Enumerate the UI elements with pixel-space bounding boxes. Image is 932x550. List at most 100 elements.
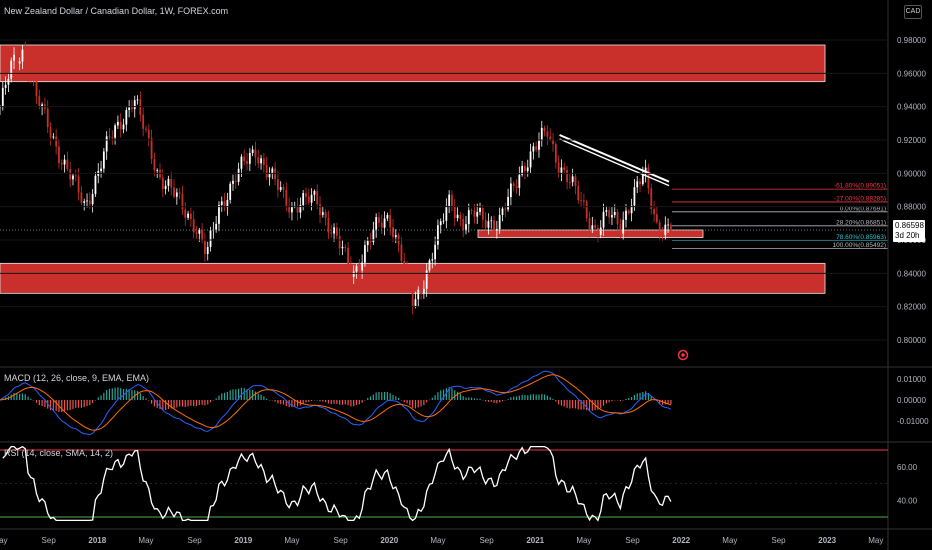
candle-body	[299, 205, 302, 213]
macd-histogram-bar	[434, 395, 436, 400]
candle-body	[361, 262, 364, 271]
candle-body	[473, 210, 476, 217]
macd-histogram-bar	[291, 400, 293, 408]
x-tick-label: Sep	[625, 536, 640, 545]
macd-histogram-bar	[532, 394, 534, 400]
candle-body	[417, 289, 420, 300]
macd-histogram-bar	[35, 400, 38, 403]
rsi-tick-label: 60.00	[897, 463, 918, 472]
x-tick-label: May	[0, 536, 8, 545]
candle-body	[94, 175, 97, 194]
macd-histogram-bar	[100, 395, 102, 400]
macd-histogram-bar	[574, 400, 577, 409]
x-tick-label: May	[576, 536, 591, 545]
macd-histogram-bar	[499, 400, 501, 403]
macd-histogram-bar	[33, 400, 35, 401]
macd-histogram-bar	[330, 400, 332, 405]
candle-body	[372, 229, 375, 242]
macd-histogram-bar	[232, 389, 234, 400]
macd-histogram-bar	[631, 397, 633, 400]
candle-body	[46, 108, 49, 128]
candle-body	[18, 61, 21, 64]
candle-body	[431, 259, 434, 261]
macd-histogram-bar	[19, 393, 21, 400]
macd-histogram-bar	[97, 397, 99, 400]
macd-histogram-bar	[218, 395, 220, 400]
candle-body	[338, 235, 341, 249]
candle-body	[260, 158, 262, 164]
macd-histogram-bar	[333, 400, 335, 404]
candle-body	[333, 227, 335, 234]
x-tick-label: May	[868, 536, 883, 545]
candle-body	[41, 104, 44, 108]
candle-body	[161, 177, 164, 190]
candle-body	[625, 210, 627, 220]
candle-body	[375, 217, 378, 230]
macd-histogram-bar	[409, 400, 411, 406]
macd-histogram-bar	[375, 392, 377, 400]
macd-histogram-bar	[347, 400, 349, 406]
candle-body	[470, 210, 473, 211]
candle-body	[285, 189, 288, 206]
candle-body	[366, 240, 369, 246]
macd-line	[0, 370, 672, 435]
macd-histogram-bar	[476, 398, 478, 400]
rsi-label[interactable]: RSI (14, close, SMA, 14, 2)	[4, 448, 114, 458]
macd-histogram-bar	[563, 400, 565, 407]
y-tick-label: 0.98000	[897, 36, 926, 45]
candle-body	[102, 151, 105, 169]
candle-body	[425, 270, 428, 289]
candle-body	[560, 167, 563, 173]
y-tick-label: 0.92000	[897, 136, 926, 145]
candle-body	[437, 225, 439, 245]
macd-histogram-bar	[165, 400, 167, 411]
macd-histogram-bar	[159, 400, 161, 409]
macd-histogram-bar	[614, 400, 616, 401]
candle-body	[641, 174, 644, 185]
macd-histogram-bar	[381, 392, 383, 400]
candle-body	[563, 167, 566, 170]
candle-body	[633, 187, 636, 206]
macd-histogram-bar	[482, 399, 484, 401]
macd-histogram-bar	[521, 394, 523, 400]
candle-body	[313, 191, 316, 195]
candle-body	[204, 240, 206, 255]
candle-body	[622, 219, 625, 234]
macd-histogram-bar	[55, 400, 57, 411]
macd-histogram-bar	[485, 400, 487, 402]
macd-histogram-bar	[252, 390, 254, 400]
candle-body	[639, 181, 641, 185]
candle-body	[408, 268, 411, 287]
macd-histogram-bar	[16, 393, 18, 400]
macd-histogram-bar	[176, 400, 178, 408]
candle-body	[422, 288, 425, 294]
candle-body	[582, 200, 585, 202]
macd-histogram-bar	[566, 400, 568, 408]
macd-histogram-bar	[364, 400, 366, 401]
candle-body	[411, 286, 414, 307]
alert-marker-icon	[677, 349, 689, 361]
candle-body	[439, 221, 442, 226]
macd-histogram-bar	[442, 389, 445, 400]
fib-level-label: 28.20%(0.86851)	[836, 219, 886, 226]
macd-histogram-bar	[327, 400, 330, 404]
alert-marker-dot	[681, 353, 685, 357]
macd-histogram-bar	[642, 391, 644, 400]
currency-button[interactable]: CAD	[904, 5, 922, 19]
candle-body	[153, 159, 156, 171]
candle-body	[173, 187, 175, 197]
candle-body	[296, 206, 299, 213]
last-price-tag: 0.86598 3d 20h	[893, 220, 925, 242]
macd-label[interactable]: MACD (12, 26, close, 9, EMA, EMA)	[4, 373, 150, 383]
candle-body	[52, 136, 55, 138]
macd-histogram-bar	[546, 395, 548, 400]
candle-body	[613, 211, 616, 216]
x-tick-label: 2018	[88, 536, 106, 545]
candle-body	[524, 165, 526, 172]
candle-body	[538, 140, 540, 150]
candle-body	[364, 245, 366, 263]
descending-trendline-2	[559, 138, 670, 187]
candle-body	[434, 244, 437, 260]
candle-body	[451, 194, 453, 208]
